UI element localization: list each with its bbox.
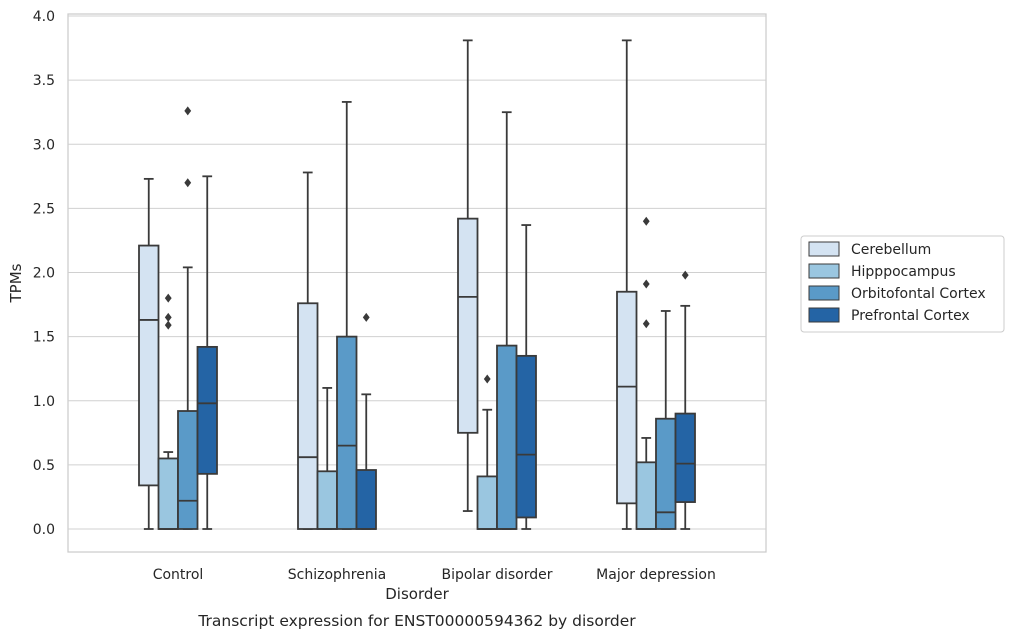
x-tick-label: Control (153, 567, 204, 583)
legend-frame (800, 235, 1005, 333)
box-1-0 (297, 171, 319, 530)
chart-caption: Transcript expression for ENST0000059436… (197, 612, 636, 630)
box-2-1 (476, 374, 498, 530)
box-body (515, 354, 537, 519)
box-3-1 (635, 216, 657, 530)
box-2-3 (515, 224, 537, 530)
box-2-0 (457, 39, 479, 512)
box-0-3 (196, 175, 218, 530)
outlier-point (184, 106, 192, 116)
outlier-point (483, 374, 491, 384)
legend: Cerebellum Hipppocampus Orbitofontal Corte… (800, 235, 1005, 333)
box-body (297, 302, 319, 530)
box-body (138, 244, 160, 487)
outlier-point (184, 178, 192, 188)
y-tick-label: 1.5 (33, 330, 55, 346)
box-body (476, 475, 498, 530)
x-tick-label: Bipolar disorder (441, 567, 552, 583)
outlier-point (642, 216, 650, 226)
box-body (177, 410, 199, 530)
y-axis-ticks: 0.0 0.5 1.0 1.5 2.0 2.5 3.0 3.5 4.0 (33, 9, 55, 538)
x-axis-label: Disorder (385, 585, 449, 603)
box-body (196, 345, 218, 475)
outlier-point (164, 293, 172, 303)
y-axis-label: TPMs (7, 263, 25, 303)
outlier-point (164, 312, 172, 322)
outlier-point (642, 279, 650, 289)
legend-label: Cerebellum (851, 242, 931, 258)
box-2-2 (496, 111, 518, 530)
legend-label: Hipppocampus (851, 264, 956, 280)
y-tick-label: 3.0 (33, 137, 55, 153)
box-body (316, 470, 338, 530)
box-3-3 (674, 270, 696, 530)
box-0-0 (138, 177, 160, 530)
x-tick-label: Major depression (596, 567, 716, 583)
y-tick-label: 3.5 (33, 73, 55, 89)
legend-label: Prefrontal Cortex (851, 308, 970, 324)
outlier-point (164, 320, 172, 330)
box-0-2 (177, 106, 199, 530)
y-tick-label: 2.5 (33, 201, 55, 217)
box-body (336, 335, 358, 530)
legend-swatch (808, 307, 840, 323)
x-axis-ticks: Control Schizophrenia Bipolar disorder Majo… (153, 567, 716, 583)
box-body (355, 469, 377, 530)
outlier-point (362, 312, 370, 322)
y-tick-label: 1.0 (33, 394, 55, 410)
legend-items: Cerebellum Hipppocampus Orbitofontal Corte… (808, 241, 986, 324)
y-tick-label: 0.0 (33, 522, 55, 538)
box-body (635, 461, 657, 530)
legend-swatch (808, 285, 840, 301)
box-series (138, 39, 696, 530)
legend-label: Orbitofontal Cortex (851, 286, 986, 302)
box-body (496, 344, 518, 530)
box-1-2 (336, 101, 358, 530)
box-body (674, 412, 696, 503)
box-1-3 (355, 312, 377, 530)
box-body (157, 457, 179, 530)
x-tick-label: Schizophrenia (288, 567, 386, 583)
outlier-point (642, 319, 650, 329)
legend-swatch (808, 241, 840, 257)
outlier-point (681, 270, 689, 280)
box-1-1 (316, 387, 338, 530)
box-body (457, 217, 479, 434)
y-tick-label: 4.0 (33, 9, 55, 25)
y-tick-label: 0.5 (33, 458, 55, 474)
y-tick-label: 2.0 (33, 266, 55, 282)
box-body (616, 290, 638, 505)
box-3-0 (616, 39, 638, 530)
legend-swatch (808, 263, 840, 279)
